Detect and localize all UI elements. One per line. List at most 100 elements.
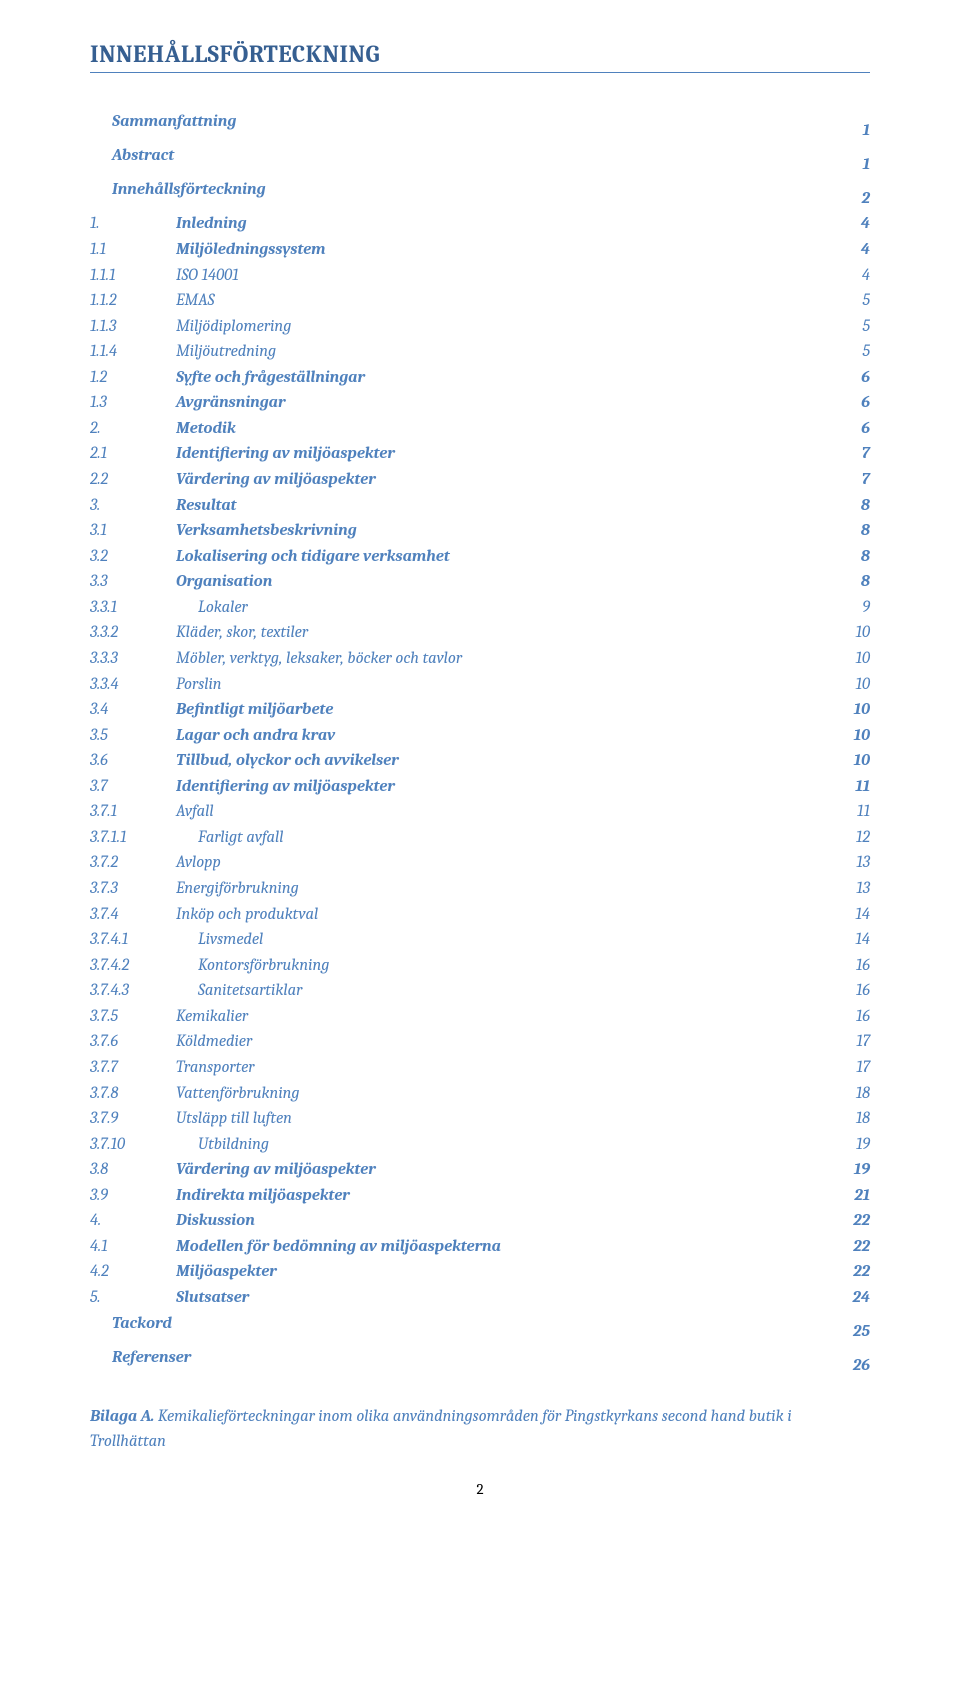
toc-entry[interactable]: 3.3.4Porslin10 [90,672,870,698]
toc-entry-left: 3.7.3Energiförbrukning [90,876,299,902]
toc-entry-number: 3. [90,493,176,519]
toc-entry[interactable]: 2.Metodik6 [90,416,870,442]
toc-entry[interactable]: Innehållsförteckning 2 [90,177,870,211]
toc-entry-page: 10 [840,748,870,774]
toc-entry[interactable]: 3.7.2Avlopp13 [90,850,870,876]
toc-entry[interactable]: 1.1.1ISO 140014 [90,263,870,289]
toc-entry-text: Lokalisering och tidigare verksamhet [176,544,450,570]
toc-entry-page: 19 [840,1157,870,1183]
toc-entry[interactable]: 1.1.4Miljöutredning5 [90,339,870,365]
toc-entry-text: Energiförbrukning [176,876,299,902]
toc-entry-text: Sammanfattning [112,109,236,135]
toc-entry[interactable]: 1.1.3Miljödiplomering5 [90,314,870,340]
toc-entry[interactable]: 1.1Miljöledningssystem4 [90,237,870,263]
toc-entry[interactable]: 3.3.3Möbler, verktyg, leksaker, böcker o… [90,646,870,672]
toc-entry-left: 4.Diskussion [90,1208,255,1234]
toc-entry-number: 1.2 [90,365,176,391]
toc-entry-page: 8 [840,493,870,519]
toc-entry-number: 1.1.1 [90,263,176,289]
toc-entry-text: Innehållsförteckning [112,177,266,203]
toc-entry[interactable]: 3.7.3Energiförbrukning13 [90,876,870,902]
toc-entry[interactable]: 3.7.4.2Kontorsförbrukning 16 [90,953,870,979]
toc-entry-number: 3.6 [90,748,176,774]
toc-entry-number: 3.4 [90,697,176,723]
toc-entry[interactable]: 3.5Lagar och andra krav10 [90,723,870,749]
toc-entry[interactable]: 3.7.5Kemikalier16 [90,1004,870,1030]
toc-entry[interactable]: 3.4Befintligt miljöarbete10 [90,697,870,723]
toc-entry[interactable]: 5.Slutsatser24 [90,1285,870,1311]
toc-entry-number: 3.2 [90,544,176,570]
toc-entry[interactable]: 3.2Lokalisering och tidigare verksamhet8 [90,544,870,570]
toc-entry-text: Livsmedel [176,927,263,953]
toc-entry-text: Transporter [176,1055,255,1081]
toc-entry-left: Tackord [90,1311,172,1337]
toc-entry[interactable]: 4.1Modellen för bedömning av miljöaspekt… [90,1234,870,1260]
toc-entry[interactable]: 3.7.8Vattenförbrukning18 [90,1081,870,1107]
toc-entry[interactable]: 4.2Miljöaspekter22 [90,1259,870,1285]
toc-entry-number: 3.7.1 [90,799,176,825]
toc-entry[interactable]: 3.7.10Utbildning19 [90,1132,870,1158]
toc-entry[interactable]: 3.7.4.1Livsmedel14 [90,927,870,953]
toc-entry-text: Diskussion [176,1208,255,1234]
toc-entry-left: 3.3.1Lokaler [90,595,248,621]
toc-entry[interactable]: 1.1.2EMAS5 [90,288,870,314]
toc-entry-text: Utbildning [176,1132,269,1158]
toc-entry[interactable]: 1.2Syfte och frågeställningar6 [90,365,870,391]
toc-entry-page: 6 [840,390,870,416]
toc-entry[interactable]: 3.7.7Transporter 17 [90,1055,870,1081]
toc-entry[interactable]: 1.3Avgränsningar6 [90,390,870,416]
toc-entry-page: 19 [840,1132,870,1158]
toc-entry-page: 4 [840,263,870,289]
toc-entry-text: Modellen för bedömning av miljöaspektern… [176,1234,501,1260]
toc-entry-page: 12 [840,825,870,851]
toc-entry[interactable]: 3.1Verksamhetsbeskrivning8 [90,518,870,544]
toc-entry-text: Verksamhetsbeskrivning [176,518,357,544]
toc-entry-left: 3.9Indirekta miljöaspekter [90,1183,350,1209]
toc-entry-left: 3.2Lokalisering och tidigare verksamhet [90,544,450,570]
toc-entry[interactable]: Tackord25 [90,1311,870,1345]
toc-entry[interactable]: 3.7.9Utsläpp till luften18 [90,1106,870,1132]
toc-entry-page: 16 [840,953,870,979]
toc-entry-page: 2 [840,186,870,212]
toc-entry[interactable]: 3.7.1.1Farligt avfall12 [90,825,870,851]
toc-entry[interactable]: 3.7.1Avfall11 [90,799,870,825]
toc-entry[interactable]: 3.7.4Inköp och produktval14 [90,902,870,928]
toc-entry[interactable]: 3.7.6Köldmedier17 [90,1029,870,1055]
toc-entry[interactable]: Abstract1 [90,143,870,177]
toc-entry-number: 3.8 [90,1157,176,1183]
toc-entry-page: 7 [840,467,870,493]
toc-entry-page: 17 [840,1029,870,1055]
toc-entry-text: Möbler, verktyg, leksaker, böcker och ta… [176,646,462,672]
toc-entry[interactable]: Sammanfattning1 [90,109,870,143]
toc-entry-left: 4.1Modellen för bedömning av miljöaspekt… [90,1234,501,1260]
toc-entry-page: 17 [840,1055,870,1081]
toc-entry-number: 3.7.7 [90,1055,176,1081]
toc-entry[interactable]: 3.7.4.3Sanitetsartiklar16 [90,978,870,1004]
toc-entry-text: Lokaler [176,595,248,621]
toc-entry[interactable]: 3.7Identifiering av miljöaspekter11 [90,774,870,800]
toc-entry-page: 4 [840,237,870,263]
toc-entry-left: 3.7.4.2Kontorsförbrukning [90,953,329,979]
toc-entry-left: 3.4Befintligt miljöarbete [90,697,333,723]
toc-entry-number: 3.7.8 [90,1081,176,1107]
toc-entry[interactable]: 3.9Indirekta miljöaspekter21 [90,1183,870,1209]
toc-entry[interactable]: 4.Diskussion22 [90,1208,870,1234]
toc-entry-text: Abstract [112,143,174,169]
toc-entry-number: 3.7.6 [90,1029,176,1055]
toc-entry[interactable]: 2.1Identifiering av miljöaspekter7 [90,441,870,467]
toc-entry-number: 1.1 [90,237,176,263]
toc-entry[interactable]: 3.Resultat8 [90,493,870,519]
toc-entry-left: 3.7.5Kemikalier [90,1004,248,1030]
toc-entry[interactable]: 1.Inledning4 [90,211,870,237]
toc-entry[interactable]: 3.3.2Kläder, skor, textiler10 [90,620,870,646]
toc-entry-page: 5 [840,314,870,340]
toc-entry[interactable]: 3.6Tillbud, olyckor och avvikelser10 [90,748,870,774]
toc-entry-number: 5. [90,1285,176,1311]
toc-entry-left: 3.1Verksamhetsbeskrivning [90,518,357,544]
toc-entry[interactable]: 3.3Organisation8 [90,569,870,595]
toc-entry-number: 1. [90,211,176,237]
toc-entry[interactable]: Referenser26 [90,1345,870,1379]
toc-entry[interactable]: 3.3.1Lokaler9 [90,595,870,621]
toc-entry[interactable]: 3.8Värdering av miljöaspekter19 [90,1157,870,1183]
toc-entry[interactable]: 2.2Värdering av miljöaspekter7 [90,467,870,493]
